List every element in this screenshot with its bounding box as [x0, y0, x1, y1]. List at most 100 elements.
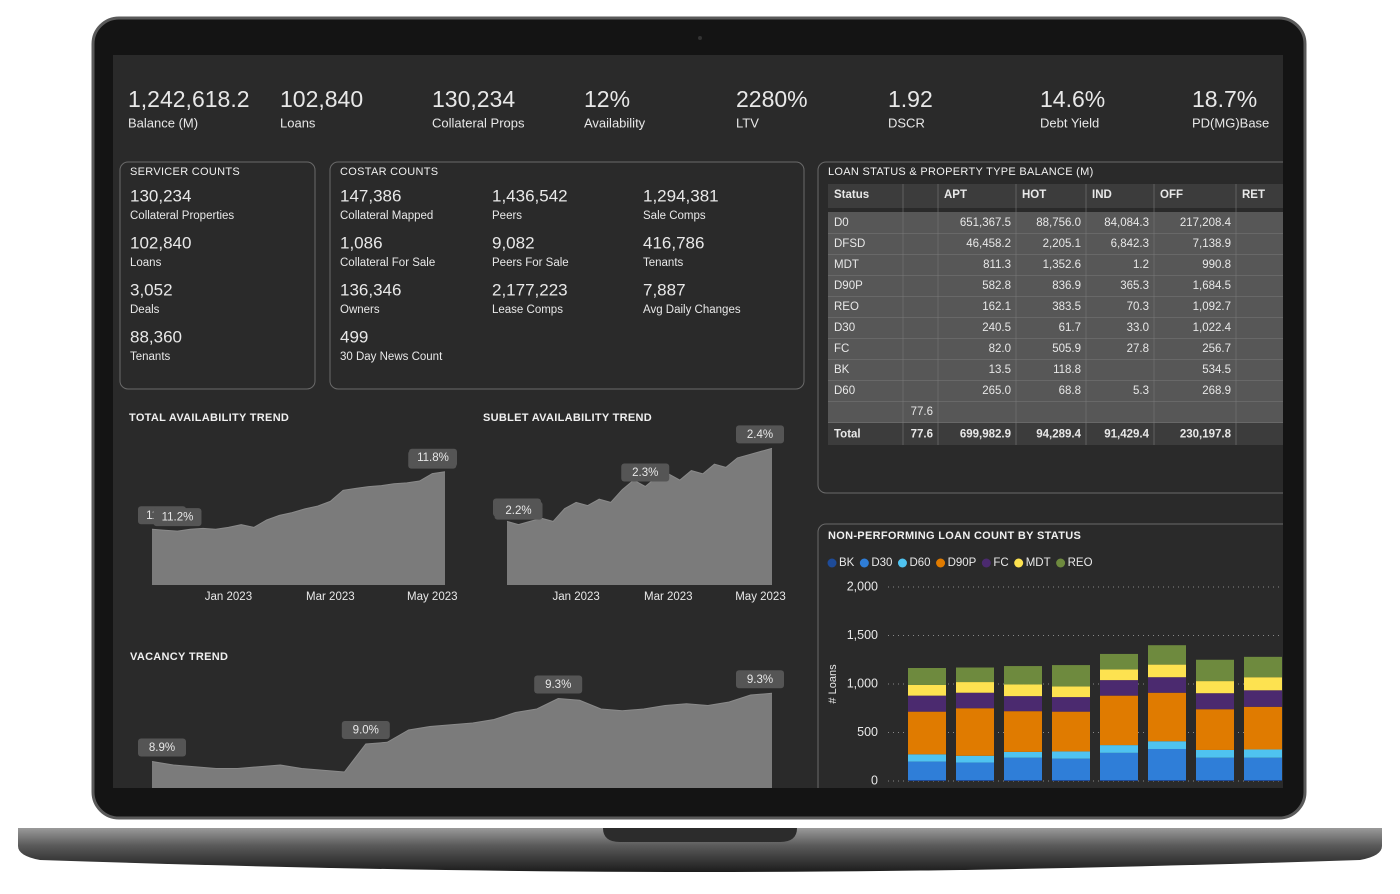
table-cell: 3: [1309, 322, 1315, 334]
bar-segment: [908, 695, 946, 712]
count-label: Collateral Properties: [130, 210, 234, 222]
kpi-label: Collateral Props: [432, 115, 525, 130]
table-header: IND: [1092, 189, 1112, 201]
notch: [603, 828, 797, 842]
table-cell: 77.6: [911, 406, 933, 418]
table-cell: 811.3: [983, 259, 1011, 271]
table-card: [817, 161, 1283, 494]
bar-segment: [908, 711, 946, 755]
data-label: 8.9%: [149, 742, 175, 754]
count-value: 416,786: [643, 233, 704, 252]
area-fill: [152, 693, 772, 788]
count-label: Sale Comps: [643, 210, 706, 222]
legend-swatch: [859, 558, 869, 568]
x-tick-label: Mar 2023: [644, 591, 693, 603]
bar-segment: [1052, 697, 1090, 712]
kpi-label: PD(MG)Base: [1192, 115, 1269, 130]
data-label-box: [138, 738, 186, 757]
bar-segment: [1004, 757, 1042, 781]
count-label: Tenants: [643, 257, 684, 269]
kpi-value: 12%: [584, 86, 630, 112]
count-label: Tenants: [130, 351, 171, 363]
kpi-value: 1,242,618.2: [128, 86, 250, 112]
count-label: Loans: [130, 257, 162, 269]
count-value: 7,887: [643, 280, 686, 299]
table-cell: 240.5: [982, 322, 1011, 334]
bar-segment: [1244, 656, 1282, 678]
y-tick-label: 1,000: [847, 676, 878, 690]
table-cell: 1,352.6: [1043, 259, 1081, 271]
bar-segment: [1148, 664, 1186, 678]
dashboard: 1,242,618.2 Balance (M) 102,840 Loans 130,23…: [119, 86, 1315, 788]
data-label-box: [621, 463, 670, 482]
bar-segment: [956, 755, 994, 763]
bar-segment: [1052, 758, 1090, 781]
kpi-label: LTV: [736, 115, 759, 130]
table-cell: MDT: [834, 259, 859, 271]
table-cell: 1,092.7: [1193, 301, 1231, 313]
bar-segment: [1052, 686, 1090, 698]
bar-segment: [956, 780, 994, 781]
bar-segment: [1052, 665, 1090, 687]
table-header: APT: [944, 189, 967, 201]
table-cell: 1,684.5: [1193, 280, 1231, 292]
data-label-box: [736, 425, 784, 444]
data-label: 9.3%: [747, 674, 773, 686]
bar-segment: [1148, 741, 1186, 749]
table-header: HOT: [1022, 189, 1046, 201]
bar-segment: [1148, 692, 1186, 742]
legend-label: FC: [993, 557, 1008, 569]
legend-label: D60: [909, 557, 930, 569]
bar-segment: [1244, 749, 1282, 758]
chart-title: VACANCY TREND: [130, 651, 228, 663]
table-cell: 1.2: [1133, 259, 1149, 271]
y-tick-label: 0: [871, 773, 878, 787]
bar-segment: [1244, 780, 1282, 781]
bar-segment: [1244, 690, 1282, 707]
table-cell: 217,208.4: [1180, 217, 1232, 229]
bar-segment: [956, 692, 994, 709]
bar-segment: [1196, 681, 1234, 694]
legend-label: MDT: [1026, 557, 1051, 569]
table-cell: 582.8: [982, 280, 1011, 292]
bar-segment: [1004, 666, 1042, 685]
bar-segment: [1100, 780, 1138, 781]
bar-segment: [1148, 748, 1186, 781]
table-cell: 6: [1309, 343, 1315, 355]
x-tick-label: May 2023: [407, 591, 458, 603]
table-cell: 118.8: [1053, 364, 1081, 376]
costar-card: [329, 161, 805, 390]
data-label: 9.0%: [353, 725, 379, 737]
table-cell: 2,205.1: [1043, 238, 1081, 250]
table-cell: D0: [834, 217, 849, 229]
data-label: 2.3%: [632, 467, 658, 479]
legend-label: D30: [871, 557, 892, 569]
data-label: 2.4%: [747, 429, 773, 441]
chart-title: NON-PERFORMING LOAN COUNT BY STATUS: [828, 530, 1081, 542]
table-cell: 13.5: [989, 364, 1011, 376]
table-cell: 68.8: [1059, 385, 1081, 397]
bar-segment: [1196, 780, 1234, 781]
area-fill: [152, 471, 445, 585]
bar-segment: [1148, 645, 1186, 665]
legend-swatch: [981, 558, 991, 568]
table-cell: 82.0: [989, 343, 1011, 355]
bar-segment: [1004, 711, 1042, 752]
bar-segment: [1100, 752, 1138, 781]
bar-segment: [956, 762, 994, 781]
count-label: Peers For Sale: [492, 257, 569, 269]
count-value: 3,052: [130, 280, 173, 299]
count-value: 130,234: [130, 186, 191, 205]
kpi-label: Balance (M): [128, 115, 198, 130]
table-cell: 70.3: [1127, 301, 1149, 313]
table-cell: DFSD: [834, 238, 865, 250]
bar-segment: [1004, 684, 1042, 697]
area-line: [506, 447, 773, 526]
bar-segment: [1196, 659, 1234, 682]
table-cell: 651,367.5: [960, 217, 1011, 229]
laptop-base: [18, 828, 1382, 872]
bar-segment: [908, 754, 946, 762]
count-label: Collateral For Sale: [340, 257, 435, 269]
count-value: 136,346: [340, 280, 401, 299]
table-cell: 256.7: [1202, 343, 1231, 355]
